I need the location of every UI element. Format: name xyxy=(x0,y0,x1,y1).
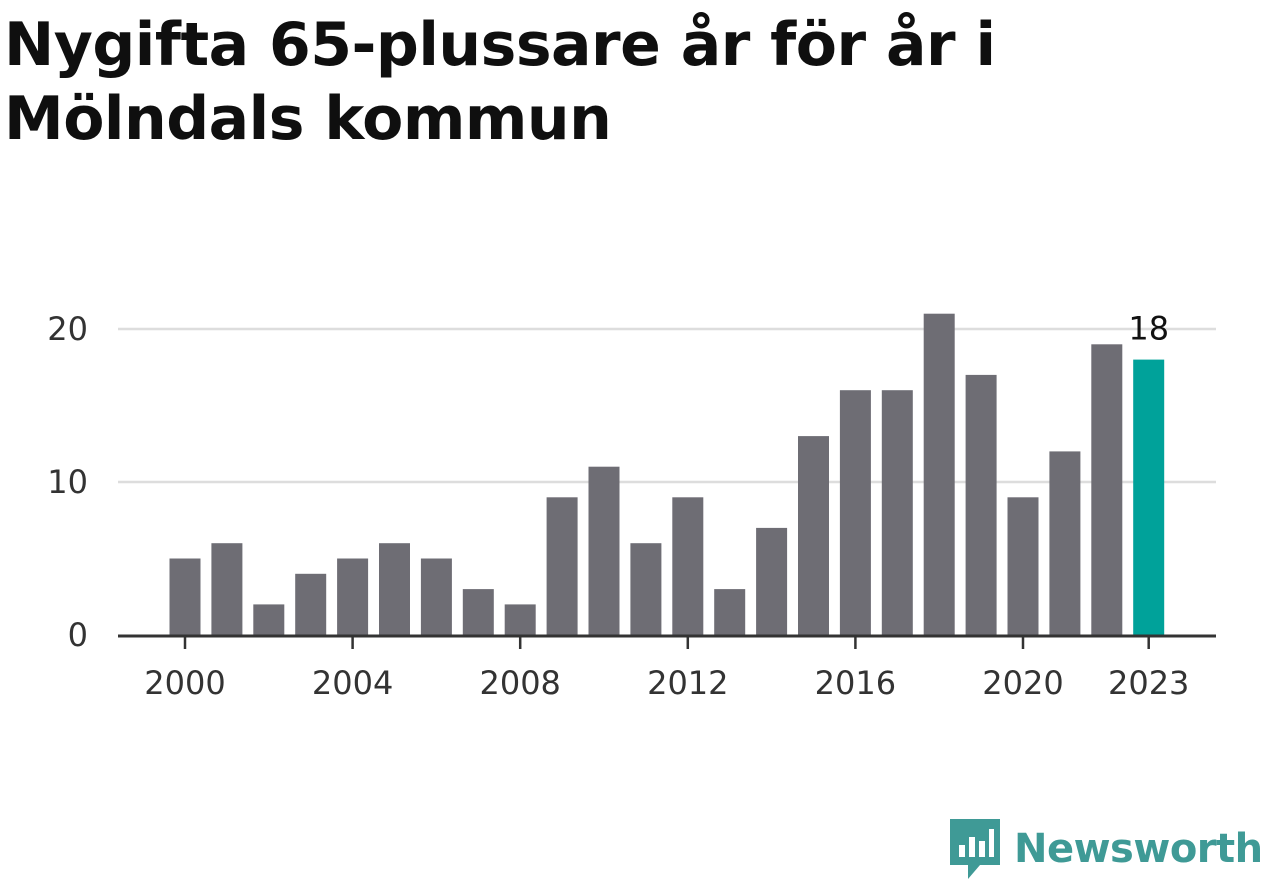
bar-2012 xyxy=(672,497,704,635)
bar-2002 xyxy=(253,604,285,635)
brand-name: Newsworthy xyxy=(1014,826,1262,872)
bar-2000 xyxy=(169,558,201,635)
bar-2014 xyxy=(756,527,788,635)
bar-2009 xyxy=(546,497,578,635)
bar-2019 xyxy=(965,374,997,635)
bar-2011 xyxy=(630,543,662,635)
bar-2008 xyxy=(504,604,536,635)
bar-2007 xyxy=(462,589,494,635)
bar-2001 xyxy=(211,543,243,635)
x-tick-label: 2000 xyxy=(144,664,225,702)
bar-2016 xyxy=(839,390,871,635)
bars xyxy=(169,313,1165,635)
bar-2010 xyxy=(588,466,620,635)
bar-2022 xyxy=(1091,344,1123,635)
bar-2023 xyxy=(1133,359,1165,635)
y-tick-label: 20 xyxy=(47,310,88,348)
bar-2003 xyxy=(295,573,327,635)
bar-2004 xyxy=(337,558,369,635)
y-tick-label: 0 xyxy=(68,616,88,654)
bar-2020 xyxy=(1007,497,1039,635)
gridlines xyxy=(118,327,1216,484)
bar-2018 xyxy=(923,313,955,635)
bar-2005 xyxy=(379,543,410,635)
brand-logo: Newsworthy xyxy=(950,818,1262,880)
bar-2013 xyxy=(714,589,746,635)
x-tick-label: 2012 xyxy=(647,664,728,702)
bar-2017 xyxy=(881,390,913,635)
x-tick-label: 2004 xyxy=(312,664,393,702)
bar-2006 xyxy=(420,558,452,635)
y-tick-label: 10 xyxy=(47,463,88,501)
bar-2021 xyxy=(1049,451,1081,635)
x-tick-label: 2020 xyxy=(982,664,1063,702)
chart-title: Nygifta 65-plussare år för år i Mölndals… xyxy=(4,10,996,154)
labels: 0 10 20 2000 2004 2008 2012 2016 2020 2023 18 xyxy=(47,310,1189,702)
x-tick-label: 2023 xyxy=(1108,664,1189,702)
x-tick-label: 2016 xyxy=(815,664,896,702)
newsworthy-logo-icon xyxy=(950,819,1000,879)
axes xyxy=(118,634,1216,649)
bar-2015 xyxy=(798,436,829,635)
value-annotation: 18 xyxy=(1128,310,1169,348)
x-tick-label: 2008 xyxy=(479,664,560,702)
